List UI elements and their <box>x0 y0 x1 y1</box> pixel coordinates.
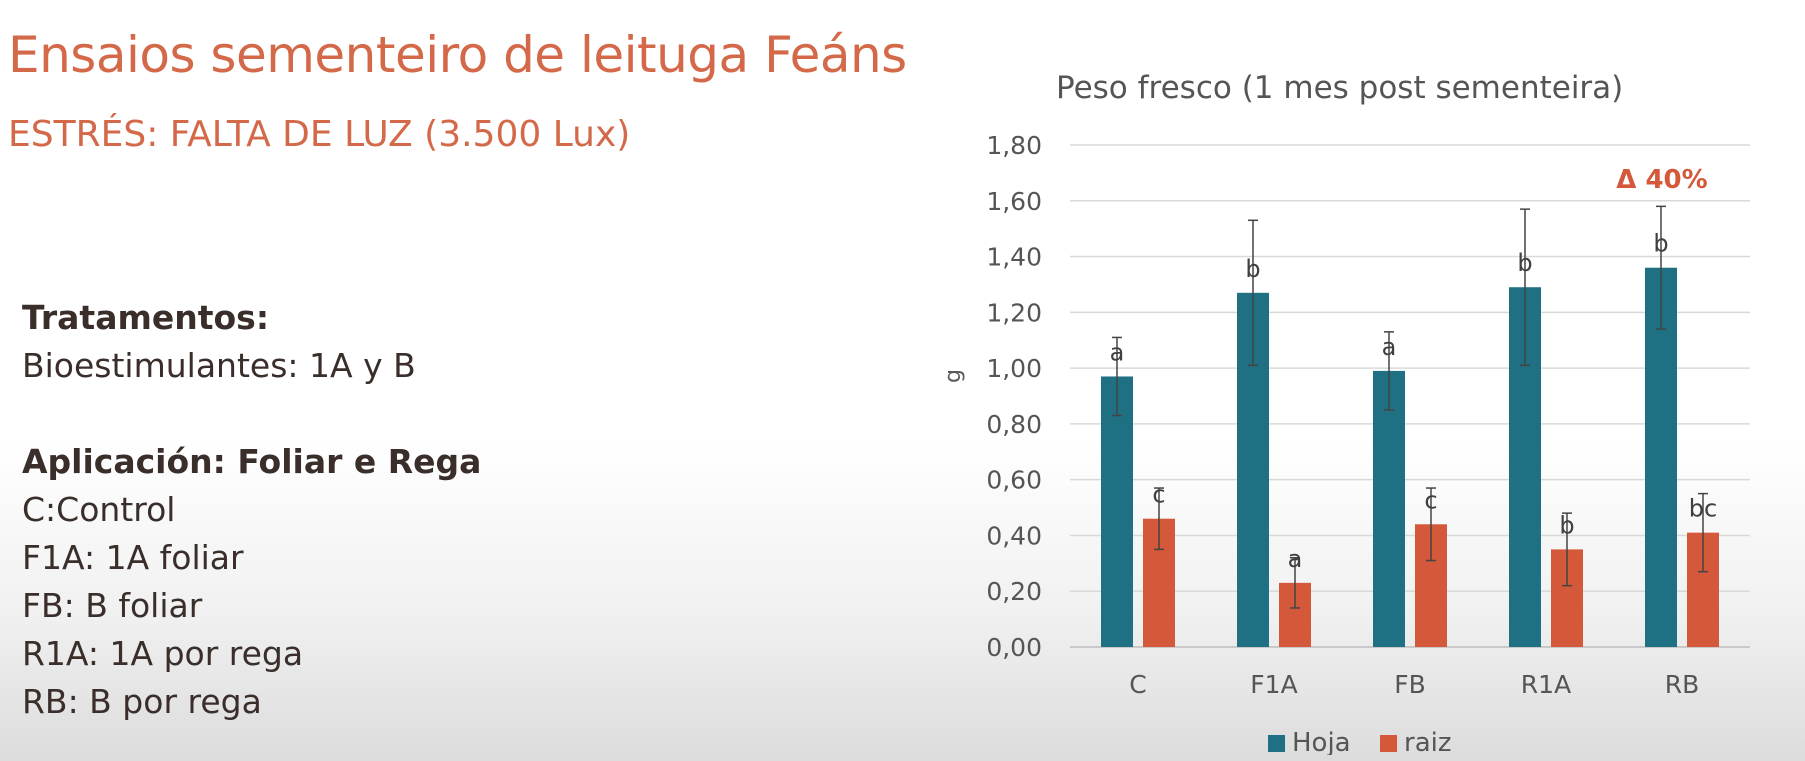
y-tick-label: 0,60 <box>986 466 1042 495</box>
significance-label: c <box>1152 481 1165 509</box>
bar-hoja <box>1101 376 1133 647</box>
treatments-panel: Tratamentos: Bioestimulantes: 1A y B Apl… <box>22 294 481 726</box>
slide-subtitle: ESTRÉS: FALTA DE LUZ (3.500 Lux) <box>8 114 631 155</box>
significance-label: b <box>1245 255 1260 283</box>
significance-label: b <box>1517 249 1532 277</box>
x-tick-label: F1A <box>1250 670 1297 699</box>
y-tick-label: 0,20 <box>986 577 1042 606</box>
significance-label: a <box>1288 545 1303 573</box>
significance-label: bc <box>1689 495 1717 523</box>
application-item: R1A: 1A por rega <box>22 634 304 673</box>
legend-swatch-hoja <box>1268 735 1285 752</box>
application-item: C:Control <box>22 490 176 529</box>
significance-label: a <box>1382 333 1397 361</box>
legend-swatch-raiz <box>1380 735 1397 752</box>
chart-title: Peso fresco (1 mes post sementeira) <box>1056 70 1624 106</box>
y-tick-label: 1,00 <box>986 354 1042 383</box>
application-heading: Aplicación: Foliar e Rega <box>22 442 482 481</box>
y-tick-label: 1,60 <box>986 187 1042 216</box>
slide-title: Ensaios sementeiro de leituga Feáns <box>8 26 907 84</box>
bar-hoja <box>1645 267 1677 647</box>
application-item: RB: B por rega <box>22 682 262 721</box>
treatments-heading: Tratamentos: <box>22 298 270 337</box>
bar-chart: 0,00 0,20 0,40 0,60 0,80 1,00 1,20 1,40 1,60 1,80… <box>941 131 1750 755</box>
significance-label: b <box>1559 511 1574 539</box>
treatments-line: Bioestimulantes: 1A y B <box>22 346 416 385</box>
y-tick-label: 1,40 <box>986 243 1042 272</box>
x-tick-label: R1A <box>1521 670 1571 699</box>
legend-label-hoja: Hoja <box>1292 728 1351 755</box>
application-item: FB: B foliar <box>22 586 203 625</box>
x-tick-label: C <box>1129 670 1146 699</box>
y-tick-label: 1,80 <box>986 131 1042 160</box>
application-item: F1A: 1A foliar <box>22 538 244 577</box>
y-tick-label: 0,80 <box>986 410 1042 439</box>
y-tick-label: 0,40 <box>986 521 1042 550</box>
y-tick-label: 1,20 <box>986 298 1042 327</box>
significance-label: c <box>1424 486 1437 514</box>
spacer <box>22 390 481 438</box>
significance-label: b <box>1653 230 1668 258</box>
y-axis-label: g <box>941 369 966 383</box>
delta-annotation: Δ 40% <box>1616 165 1707 195</box>
x-tick-label: FB <box>1394 670 1426 699</box>
x-tick-label: RB <box>1665 670 1700 699</box>
y-tick-label: 0,00 <box>986 633 1042 662</box>
bar-hoja <box>1373 370 1405 647</box>
significance-label: a <box>1110 338 1125 366</box>
legend-label-raiz: raiz <box>1404 728 1452 755</box>
